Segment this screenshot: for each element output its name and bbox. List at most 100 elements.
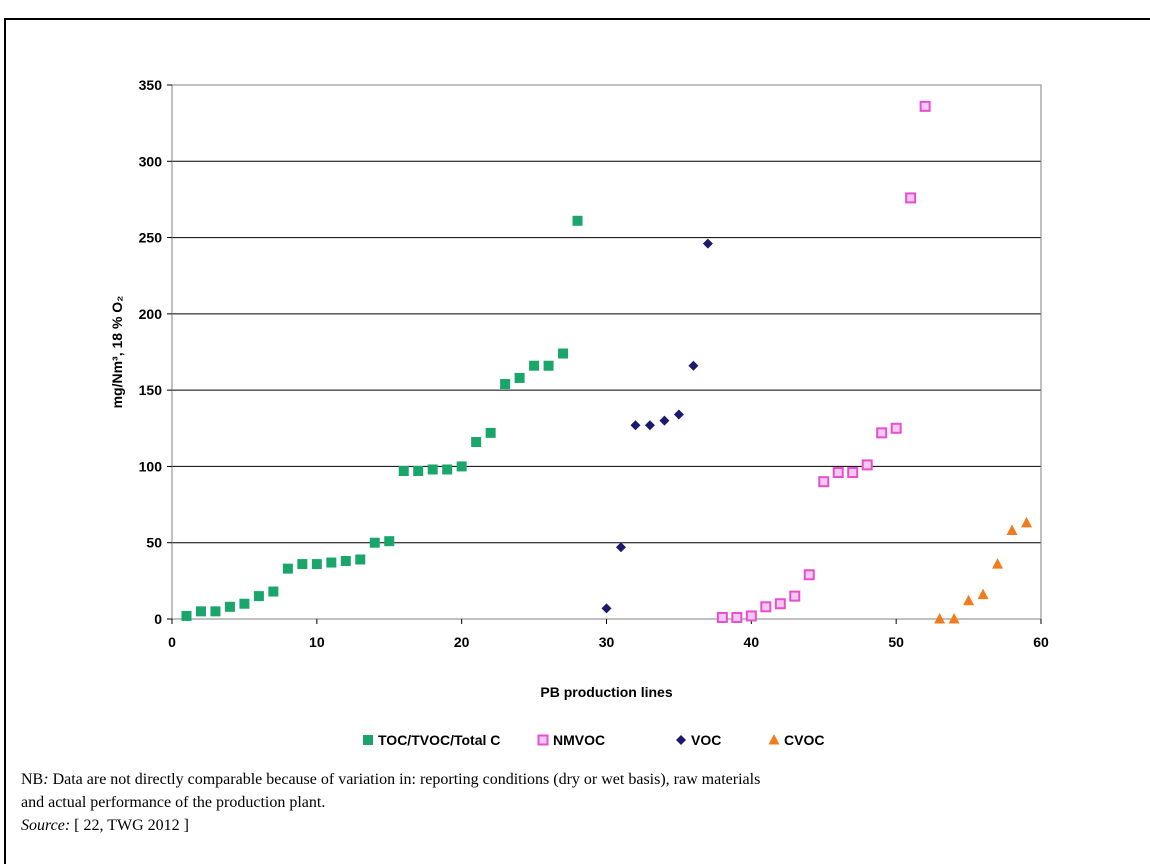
data-point <box>789 590 801 602</box>
data-point <box>471 437 482 448</box>
data-point <box>861 459 873 471</box>
data-point <box>934 613 946 624</box>
legend-marker <box>768 734 780 745</box>
legend-marker <box>676 735 686 745</box>
y-tick-label: 50 <box>146 535 162 551</box>
note-text-2: and actual performance of the production… <box>21 794 326 811</box>
data-point <box>413 466 424 477</box>
data-point <box>398 466 409 477</box>
x-tick-label: 30 <box>599 634 615 650</box>
x-tick-label: 60 <box>1033 634 1049 650</box>
data-point <box>500 379 511 390</box>
y-tick-label: 200 <box>139 306 163 322</box>
data-point <box>195 606 206 617</box>
x-tick-label: 40 <box>744 634 760 650</box>
plot-area <box>171 84 1042 620</box>
data-point <box>224 601 235 612</box>
data-point <box>601 603 612 614</box>
data-point <box>181 610 192 621</box>
data-point <box>239 598 250 609</box>
data-point <box>716 611 728 623</box>
data-point <box>384 536 395 547</box>
y-tick-label: 300 <box>139 153 163 169</box>
data-point <box>963 594 975 606</box>
data-point <box>615 542 626 553</box>
source-label: Source: <box>21 817 71 834</box>
data-point <box>760 601 772 613</box>
x-tick-label: 10 <box>309 634 325 650</box>
data-point <box>803 569 815 581</box>
note-prefix: NB <box>21 771 44 788</box>
x-tick-label: 50 <box>888 634 904 650</box>
data-point <box>558 348 569 359</box>
data-point <box>948 613 960 624</box>
data-point <box>702 238 713 249</box>
data-point <box>992 558 1004 569</box>
data-point <box>673 409 684 420</box>
data-point <box>572 215 583 226</box>
figure-frame <box>4 18 1150 864</box>
data-point <box>876 427 888 439</box>
data-point <box>297 559 308 570</box>
data-point <box>442 464 453 475</box>
data-point <box>774 598 786 610</box>
legend-item: CVOC <box>768 732 824 748</box>
data-point <box>485 427 496 438</box>
data-point <box>731 611 743 623</box>
y-tick-label: 250 <box>139 230 163 246</box>
x-axis-title: PB production lines <box>540 684 672 700</box>
data-point <box>456 461 467 472</box>
legend: TOC/TVOC/Total C NMVOC VOC CVOC <box>363 732 824 748</box>
data-point <box>282 563 293 574</box>
data-point <box>644 420 655 431</box>
source-text: [ 22, TWG 2012 ] <box>74 817 189 834</box>
legend-item: TOC/TVOC/Total C <box>363 732 500 748</box>
data-point <box>905 192 917 204</box>
y-axis-title: mg/Nm³, 18 % O₂ <box>109 296 125 409</box>
y-tick-label: 100 <box>139 458 163 474</box>
data-point <box>427 464 438 475</box>
data-point <box>977 588 989 600</box>
data-point <box>253 591 264 602</box>
data-point <box>630 420 641 431</box>
data-point <box>659 415 670 426</box>
legend-item: VOC <box>676 732 721 748</box>
data-point <box>311 559 322 570</box>
data-point <box>1021 516 1033 528</box>
note-line-1: NB: Data are not directly comparable bec… <box>21 771 760 789</box>
data-point <box>210 606 221 617</box>
scatter-chart: 0 50 100 150 200 250 300 350 0 10 20 30 40 50 60 PB p… <box>109 77 1049 748</box>
legend-label: TOC/TVOC/Total C <box>378 732 500 748</box>
data-point <box>890 422 902 434</box>
x-axis-ticks: 0 10 20 30 40 50 60 <box>168 619 1049 650</box>
legend-label: VOC <box>691 732 721 748</box>
data-point <box>847 467 859 479</box>
legend-item: NMVOC <box>537 732 605 748</box>
data-point <box>832 467 844 479</box>
data-point <box>355 554 366 565</box>
gridlines <box>172 84 1041 620</box>
y-tick-label: 150 <box>139 382 163 398</box>
data-point <box>326 557 337 568</box>
data-point <box>919 100 931 112</box>
y-tick-label: 350 <box>139 77 163 93</box>
legend-marker <box>363 735 373 745</box>
data-point <box>529 360 540 371</box>
data-point <box>688 360 699 371</box>
data-points <box>181 100 1033 624</box>
data-point <box>268 586 279 597</box>
data-point <box>543 360 554 371</box>
note-prefix-punct: : <box>43 771 49 788</box>
data-point <box>340 556 351 567</box>
y-tick-label: 0 <box>154 611 162 627</box>
data-point <box>745 610 757 622</box>
x-tick-label: 20 <box>454 634 470 650</box>
note-text-1: Data are not directly comparable because… <box>52 771 761 788</box>
data-point <box>514 372 525 383</box>
y-axis-ticks: 0 50 100 150 200 250 300 350 <box>139 77 172 627</box>
legend-marker <box>537 734 549 746</box>
source-line: Source: [ 22, TWG 2012 ] <box>21 817 189 835</box>
x-tick-label: 0 <box>168 634 176 650</box>
legend-label: CVOC <box>784 732 824 748</box>
data-point <box>369 537 380 548</box>
